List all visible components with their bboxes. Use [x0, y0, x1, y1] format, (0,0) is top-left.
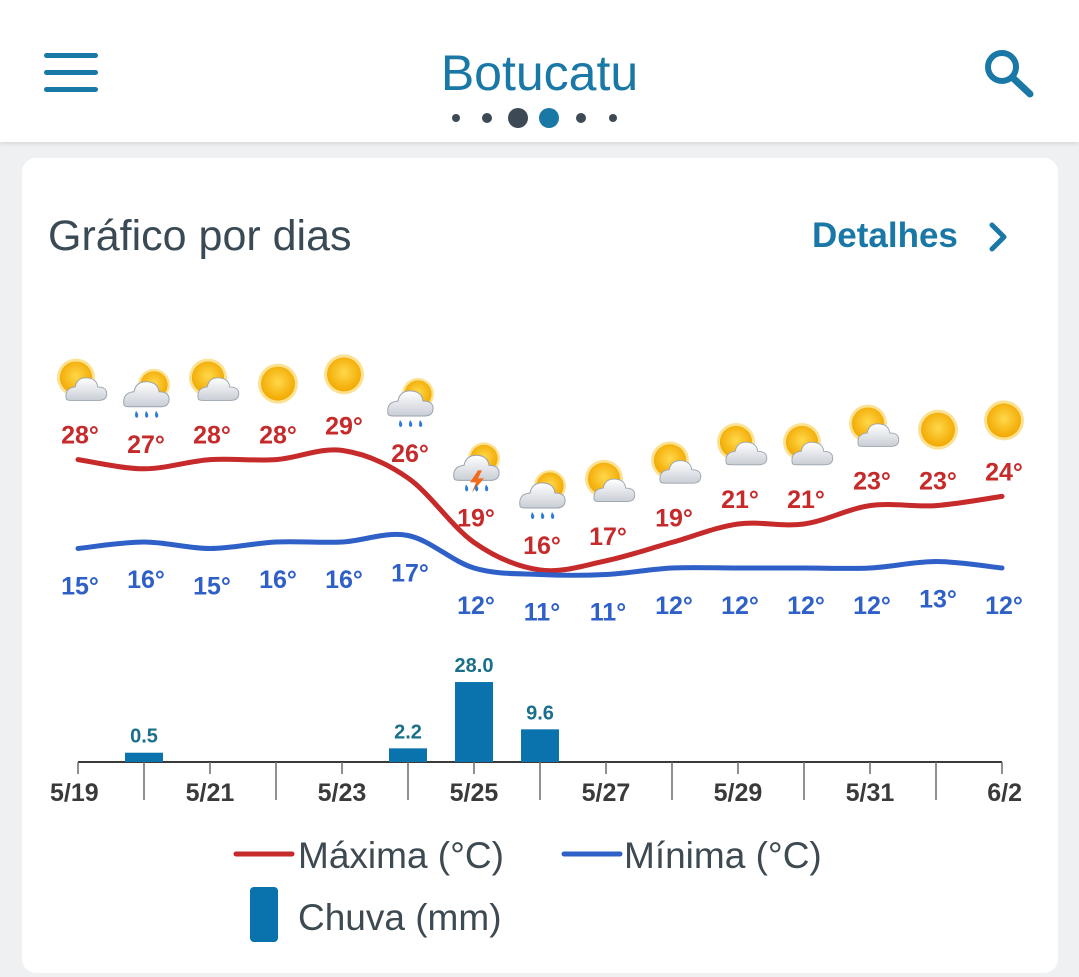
details-link[interactable]: Detalhes: [812, 216, 958, 255]
x-tick-label: 5/31: [846, 779, 895, 807]
app-bar: Botucatu: [0, 0, 1079, 142]
max-temp-label: 19°: [457, 504, 495, 532]
rain-cloud-icon: [123, 368, 170, 418]
legend-min-label: Mínima (°C): [624, 835, 822, 876]
min-temp-label: 11°: [590, 599, 626, 627]
x-tick-label: 6/2: [987, 779, 1022, 807]
min-temp-label: 16°: [127, 566, 165, 594]
x-tick-label: 5/27: [582, 779, 631, 807]
max-temp-label: 17°: [589, 523, 627, 551]
max-temp-label: 28°: [259, 422, 297, 450]
max-temp-label: 23°: [919, 468, 957, 496]
partly-cloudy-icon: [651, 441, 702, 484]
rain-cloud-icon: [519, 470, 566, 519]
rain-value-label: 2.2: [394, 721, 422, 743]
min-temp-label: 12°: [985, 592, 1023, 620]
max-temp-label: 23°: [853, 468, 891, 496]
x-tick-label: 5/23: [318, 779, 367, 807]
max-temp-label: 28°: [61, 422, 99, 450]
max-temp-label: 16°: [523, 532, 561, 560]
min-temp-label: 12°: [787, 592, 825, 620]
min-temp-label: 12°: [655, 592, 693, 620]
min-temp-label: 13°: [919, 586, 957, 614]
max-temp-label: 29°: [325, 412, 363, 440]
min-temp-label: 15°: [61, 573, 99, 601]
rain-cloud-icon: [387, 378, 434, 427]
max-temp-label: 21°: [787, 486, 825, 514]
partly-cloudy-icon: [717, 423, 768, 466]
sun-icon: [258, 363, 298, 404]
x-tick-label: 5/21: [186, 779, 235, 807]
hamburger-menu-icon[interactable]: [44, 53, 98, 93]
partly-cloudy-icon: [783, 423, 834, 466]
max-temp-line: [75, 447, 1005, 574]
max-temp-label: 28°: [193, 422, 231, 450]
x-tick-label: 5/25: [450, 779, 499, 807]
page-dot-active: [538, 108, 559, 128]
chart-legend: Máxima (°C) Mínima (°C) Chuva (mm): [233, 835, 822, 942]
partly-cloudy-icon: [189, 358, 240, 401]
city-title[interactable]: Botucatu: [440, 45, 639, 101]
legend-rain-label: Chuva (mm): [298, 897, 502, 938]
card-title: Gráfico por dias: [48, 212, 352, 260]
sun-icon: [324, 354, 364, 395]
min-temp-label: 16°: [325, 566, 363, 594]
chevron-right-icon[interactable]: [984, 220, 1012, 254]
min-temp-line: [75, 531, 1005, 578]
rain-value-label: 0.5: [130, 726, 158, 748]
max-temp-label: 26°: [391, 440, 429, 468]
rain-bar: [389, 748, 427, 762]
partly-cloudy-icon: [585, 459, 636, 503]
min-temp-label: 16°: [259, 566, 297, 594]
min-temp-label: 12°: [853, 592, 891, 620]
min-temp-label: 11°: [524, 599, 560, 627]
max-temp-label: 21°: [721, 486, 759, 514]
min-temp-label: 17°: [391, 560, 429, 588]
thunderstorm-icon: [453, 442, 500, 493]
rain-bar: [521, 729, 559, 762]
x-tick-label: 5/29: [714, 779, 763, 807]
page-dot: [451, 114, 460, 122]
sun-icon: [984, 400, 1024, 441]
sun-icon: [918, 409, 958, 450]
min-temp-label: 12°: [721, 592, 759, 620]
max-temp-label: 19°: [655, 504, 693, 532]
x-tick-label: 5/19: [50, 779, 99, 807]
rain-bar: [125, 752, 163, 762]
legend-max-label: Máxima (°C): [298, 835, 504, 876]
page-dot: [608, 114, 617, 122]
partly-cloudy-icon: [849, 404, 900, 447]
rain-bar: [455, 682, 493, 762]
rain-value-label: 9.6: [526, 702, 554, 724]
max-temp-label: 27°: [127, 431, 165, 459]
legend-rain-swatch: [250, 887, 278, 942]
search-icon[interactable]: [982, 48, 1038, 98]
max-temp-label: 24°: [985, 458, 1023, 486]
page-dot: [575, 113, 586, 123]
page-indicator[interactable]: [0, 106, 1079, 130]
partly-cloudy-icon: [57, 358, 108, 401]
min-temp-label: 12°: [457, 592, 495, 620]
page-dot-current-prev: [507, 108, 528, 128]
page-dot: [481, 113, 492, 123]
rain-value-label: 28.0: [455, 655, 494, 677]
min-temp-label: 15°: [193, 573, 231, 601]
